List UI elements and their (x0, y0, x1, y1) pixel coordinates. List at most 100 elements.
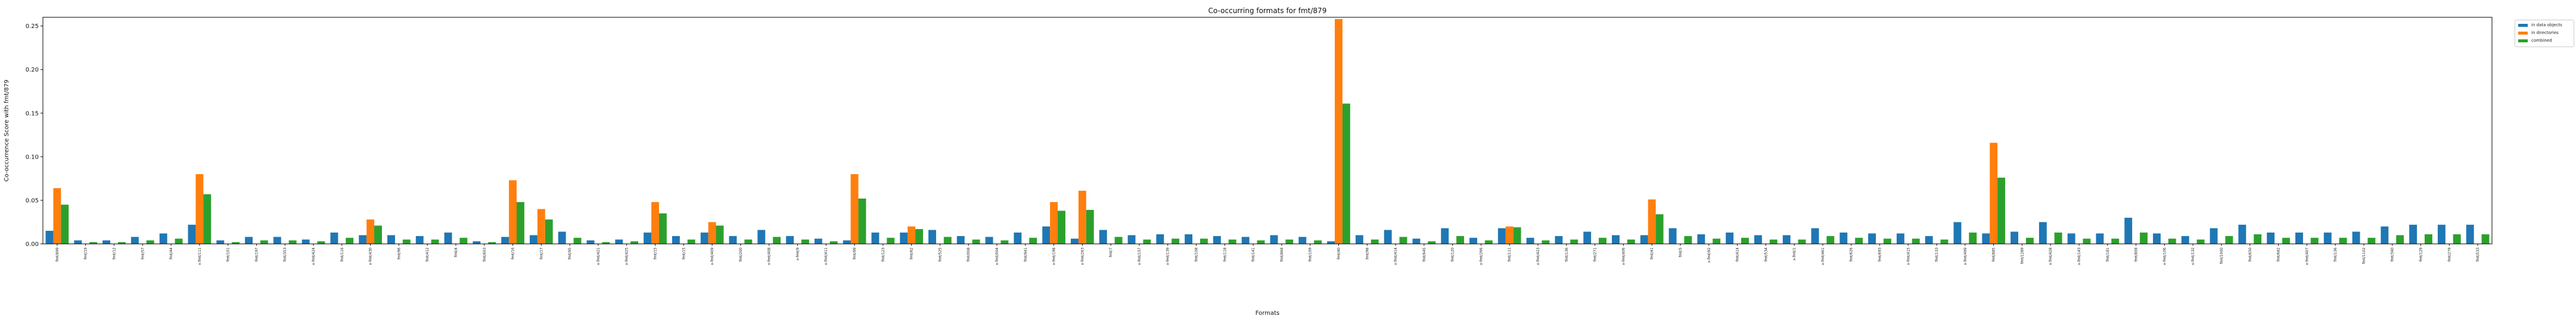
bar-in-data-objects-38 (1127, 235, 1136, 244)
x-tick-label-15: fmt/603 (483, 247, 487, 262)
bar-combined-9 (317, 241, 325, 244)
bar-combined-20 (630, 241, 639, 244)
x-tick-label-85: fmt/533 (2476, 247, 2480, 262)
bar-combined-71 (2083, 239, 2091, 244)
y-tick-label-5: 0.25 (26, 23, 39, 30)
x-tick-label-39: x-fmt/139 (1166, 247, 1170, 265)
chart-title: Co-occurring formats for fmt/879 (1208, 7, 1327, 15)
bar-combined-39 (1172, 239, 1180, 244)
bar-combined-10 (346, 237, 354, 244)
x-tick-label-34: fmt/941 (1024, 247, 1028, 262)
y-tick-label-1: 0.05 (26, 197, 39, 204)
x-tick-label-77: fmt/650 (2248, 247, 2252, 262)
bar-combined-37 (1114, 237, 1123, 244)
bar-combined-77 (2254, 234, 2262, 244)
bar-in-data-objects-21 (644, 233, 652, 244)
x-tick-label-58: x-fmt/92 (1707, 247, 1711, 263)
bar-combined-7 (260, 240, 268, 244)
x-tick-label-45: fmt/40 (1337, 247, 1341, 259)
bar-in-data-objects-84 (2437, 224, 2446, 244)
bar-in-data-objects-63 (1839, 233, 1848, 244)
x-tick-label-56: fmt/41 (1650, 247, 1654, 259)
bar-in-data-objects-33 (985, 237, 993, 244)
bar-in-directories-30 (908, 226, 916, 244)
x-axis-label: Formats (1256, 310, 1279, 317)
x-tick-label-80: fmt/136 (2333, 247, 2338, 262)
bar-in-data-objects-12 (387, 235, 395, 244)
x-tick-label-31: fmt/525 (938, 247, 942, 262)
bar-in-data-objects-4 (159, 233, 167, 244)
bar-in-directories-28 (850, 174, 859, 244)
x-tick-label-6: fmt/101 (226, 247, 231, 262)
x-tick-label-12: fmt/96 (397, 247, 401, 259)
bar-combined-1 (89, 242, 98, 244)
x-tick-label-78: fmt/682 (2277, 247, 2281, 262)
bar-in-data-objects-83 (2409, 224, 2417, 244)
bar-in-data-objects-6 (216, 240, 225, 244)
x-tick-label-70: x-fmt/428 (2049, 247, 2053, 265)
bar-combined-76 (2225, 236, 2233, 244)
y-tick-label-0: 0.00 (26, 242, 39, 248)
bar-in-directories-5 (195, 174, 204, 244)
bar-in-directories-23 (708, 222, 716, 244)
axes-layer: 0.00 0.05 0.10 0.15 0.20 0.25 fmt/899 fmt/19 fmt… (26, 17, 2493, 265)
bar-combined-48 (1428, 241, 1436, 244)
bar-in-data-objects-34 (1014, 233, 1022, 244)
x-tick-label-28: fmt/99 (853, 247, 857, 259)
bar-combined-84 (2453, 234, 2461, 244)
bar-in-data-objects-43 (1270, 235, 1278, 244)
x-tick-label-25: x-fmt/408 (767, 247, 772, 265)
x-tick-label-38: x-fmt/157 (1138, 247, 1142, 265)
bar-in-data-objects-71 (2067, 233, 2075, 244)
bar-combined-27 (829, 241, 838, 244)
bar-combined-0 (61, 205, 69, 244)
bar-in-data-objects-61 (1782, 235, 1791, 244)
bar-combined-33 (1000, 240, 1009, 244)
bar-combined-35 (1058, 210, 1065, 244)
x-tick-label-18: fmt/95 (568, 247, 572, 259)
x-tick-label-11: x-fmt/430 (369, 247, 373, 265)
bar-combined-25 (773, 237, 781, 244)
bar-in-data-objects-56 (1640, 235, 1648, 244)
bar-in-data-objects-8 (273, 237, 281, 244)
bar-combined-29 (887, 237, 895, 244)
bar-combined-31 (943, 237, 952, 244)
bar-in-data-objects-3 (130, 237, 139, 244)
bar-in-data-objects-60 (1754, 235, 1762, 244)
bar-in-data-objects-58 (1697, 234, 1705, 244)
bar-combined-22 (687, 239, 695, 244)
y-axis-label: Co-occurrence Score with fmt/879 (4, 80, 10, 182)
legend-label-combined: combined (2531, 38, 2552, 43)
bar-combined-28 (858, 199, 866, 244)
bar-in-data-objects-48 (1412, 239, 1421, 244)
bar-combined-15 (488, 242, 496, 244)
bar-in-data-objects-81 (2352, 231, 2360, 244)
bar-combined-65 (1912, 239, 1920, 244)
bar-combined-85 (2481, 234, 2490, 244)
bar-combined-26 (801, 239, 809, 244)
bar-in-data-objects-29 (871, 233, 880, 244)
bar-in-data-objects-32 (956, 236, 965, 244)
bar-in-data-objects-64 (1868, 233, 1876, 244)
bar-combined-45 (1342, 103, 1350, 244)
x-tick-label-17: fmt/17 (539, 247, 543, 259)
x-tick-label-32: fmt/008 (967, 247, 971, 262)
bar-combined-59 (1741, 237, 1749, 244)
bar-in-data-objects-18 (558, 231, 566, 244)
bar-combined-36 (1086, 210, 1094, 244)
bar-combined-30 (915, 229, 923, 244)
bar-combined-83 (2424, 234, 2432, 244)
bar-in-data-objects-42 (1241, 237, 1250, 244)
bar-combined-60 (1769, 239, 1778, 244)
x-tick-label-50: x-fmt/266 (1479, 247, 1483, 265)
x-tick-label-2: fmt/12 (112, 247, 116, 259)
legend-item-data-objects: in data objects (2518, 22, 2562, 28)
bar-in-directories-16 (509, 180, 517, 244)
bar-in-data-objects-24 (729, 236, 737, 244)
x-tick-label-3: fmt/57 (141, 247, 145, 259)
x-tick-label-52: x-fmt/423 (1536, 247, 1540, 265)
bar-in-directories-11 (366, 219, 375, 244)
x-tick-label-74: x-fmt/106 (2162, 247, 2167, 265)
x-tick-label-72: fmt/181 (2106, 247, 2110, 262)
x-tick-label-37: fmt/7 (1109, 247, 1113, 257)
